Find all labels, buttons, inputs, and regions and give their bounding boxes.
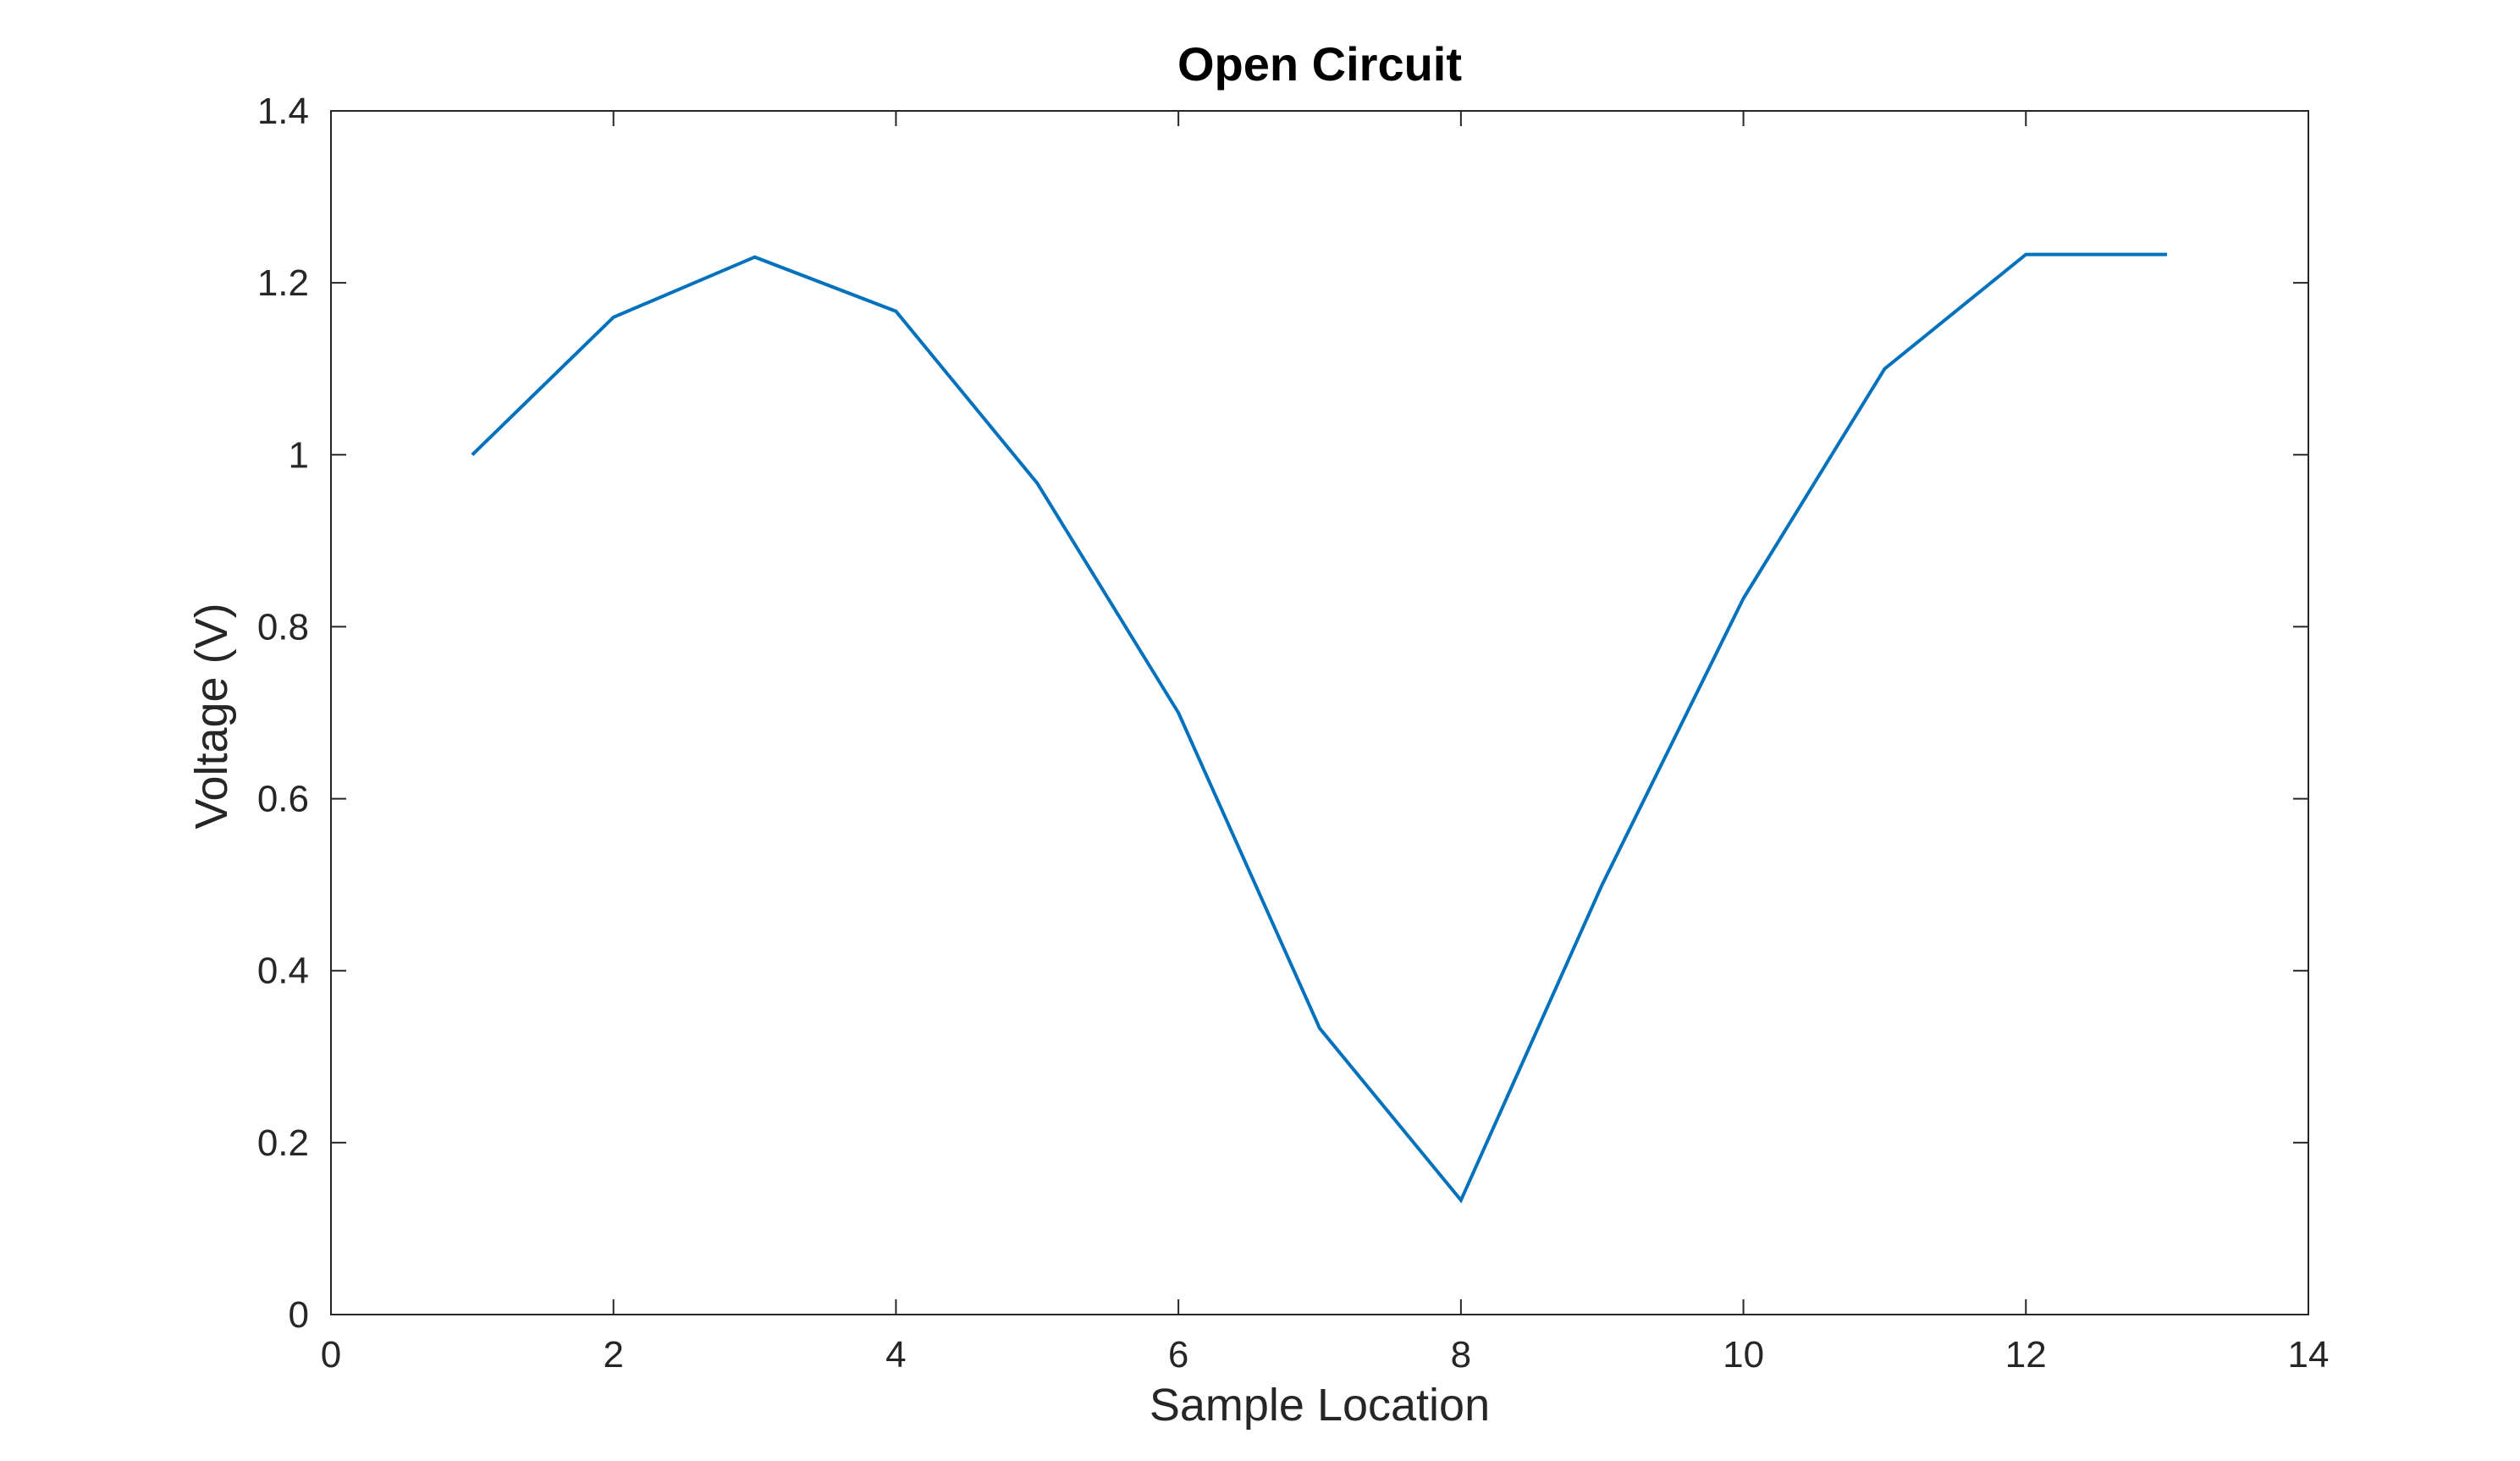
x-axis-label: Sample Location <box>1150 1380 1490 1431</box>
x-tick-label: 12 <box>2005 1334 2047 1376</box>
plot-box <box>330 110 2309 1315</box>
x-tick-label: 8 <box>1451 1334 1471 1376</box>
x-tick-label: 10 <box>1723 1334 1764 1376</box>
chart-title: Open Circuit <box>1177 37 1462 91</box>
ticks: 0 2 4 6 8 10 12 14 0 0.2 0.4 0.6 0.8 1 1.2 1.4 <box>257 91 2330 1376</box>
y-tick-label: 0.2 <box>257 1122 309 1164</box>
y-tick-label: 1.2 <box>257 262 309 304</box>
y-tick-label: 0.4 <box>257 951 309 992</box>
y-axis-label: Voltage (V) <box>186 603 237 829</box>
y-tick-label: 0.8 <box>257 606 309 648</box>
x-tick-label: 6 <box>1168 1334 1188 1376</box>
y-tick-label: 1 <box>289 434 309 476</box>
x-tick-label: 2 <box>603 1334 623 1376</box>
x-tick-label: 14 <box>2288 1334 2330 1376</box>
x-tick-label: 4 <box>885 1334 906 1376</box>
plot-series <box>471 252 2168 1204</box>
x-tick-label: 0 <box>321 1334 341 1376</box>
y-tick-label: 1.4 <box>257 91 309 132</box>
y-tick-label: 0.6 <box>257 779 309 820</box>
series-line <box>471 252 2168 1204</box>
axes <box>330 110 2309 1315</box>
y-tick-label: 0 <box>289 1294 309 1336</box>
